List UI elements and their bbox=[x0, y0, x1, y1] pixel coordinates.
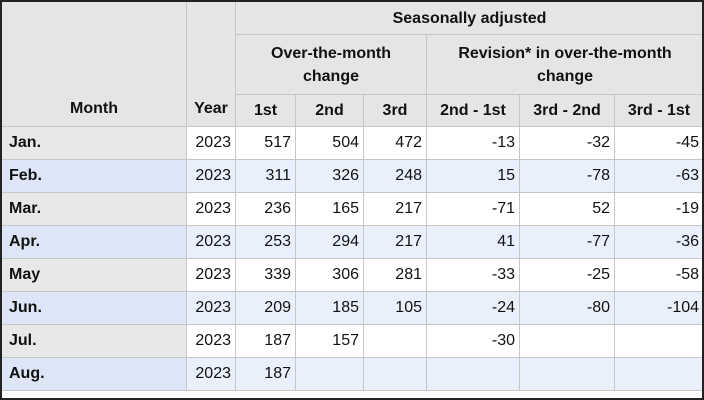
rev-2nd-1st-cell: 41 bbox=[426, 225, 520, 259]
year-cell: 2023 bbox=[186, 126, 236, 160]
table-row: Apr. 2023 253 294 217 41 -77 -36 bbox=[2, 225, 702, 259]
col-3rd-minus-2nd-header: 3rd - 2nd bbox=[519, 94, 615, 127]
month-cell: May bbox=[2, 258, 187, 292]
year-cell: 2023 bbox=[186, 324, 236, 358]
first-cell: 517 bbox=[235, 126, 296, 160]
first-cell: 339 bbox=[235, 258, 296, 292]
over-the-month-line2: change bbox=[302, 67, 359, 85]
rev-3rd-2nd-cell: -78 bbox=[519, 159, 615, 193]
third-cell: 248 bbox=[363, 159, 427, 193]
year-cell: 2023 bbox=[186, 159, 236, 193]
revision-line2: change bbox=[537, 67, 594, 85]
month-cell: Jan. bbox=[2, 126, 187, 160]
rev-3rd-1st-cell: -45 bbox=[613, 126, 702, 160]
month-cell: Feb. bbox=[2, 159, 187, 193]
second-cell: 294 bbox=[295, 225, 364, 259]
over-the-month-header: Over-the-month change bbox=[235, 34, 427, 95]
first-cell: 311 bbox=[235, 159, 296, 193]
rev-3rd-2nd-cell bbox=[519, 324, 615, 358]
rev-3rd-2nd-cell: -77 bbox=[519, 225, 615, 259]
year-cell: 2023 bbox=[186, 258, 236, 292]
year-cell: 2023 bbox=[186, 192, 236, 226]
rev-3rd-1st-cell bbox=[613, 324, 702, 358]
second-cell: 306 bbox=[295, 258, 364, 292]
table-row: Jan. 2023 517 504 472 -13 -32 -45 bbox=[2, 126, 702, 160]
rev-3rd-1st-cell: -19 bbox=[613, 192, 702, 226]
rev-3rd-1st-cell: -63 bbox=[613, 159, 702, 193]
month-cell: Apr. bbox=[2, 225, 187, 259]
year-cell: 2023 bbox=[186, 291, 236, 325]
year-header: Year bbox=[186, 2, 236, 127]
rev-3rd-1st-cell: -58 bbox=[613, 258, 702, 292]
col-2nd-header: 2nd bbox=[295, 94, 364, 127]
col-3rd-header: 3rd bbox=[363, 94, 427, 127]
rev-2nd-1st-cell: 15 bbox=[426, 159, 520, 193]
first-cell: 209 bbox=[235, 291, 296, 325]
rev-2nd-1st-cell: -13 bbox=[426, 126, 520, 160]
first-cell: 187 bbox=[235, 324, 296, 358]
table-row: May 2023 339 306 281 -33 -25 -58 bbox=[2, 258, 702, 292]
revision-header: Revision* in over-the-month change bbox=[425, 34, 702, 95]
first-cell: 253 bbox=[235, 225, 296, 259]
col-1st-header: 1st bbox=[235, 94, 296, 127]
rev-3rd-2nd-cell: 52 bbox=[519, 192, 615, 226]
revisions-table: Month Year Seasonally adjusted Over-the-… bbox=[2, 2, 702, 391]
rev-2nd-1st-cell: -33 bbox=[426, 258, 520, 292]
revision-line1: Revision* in over-the-month bbox=[458, 44, 672, 62]
second-cell: 165 bbox=[295, 192, 364, 226]
third-cell bbox=[363, 324, 427, 358]
rev-2nd-1st-cell: -24 bbox=[426, 291, 520, 325]
third-cell: 105 bbox=[363, 291, 427, 325]
second-cell: 157 bbox=[295, 324, 364, 358]
table-row: Aug. 2023 187 bbox=[2, 357, 702, 391]
rev-3rd-2nd-cell bbox=[519, 357, 615, 391]
second-cell: 185 bbox=[295, 291, 364, 325]
month-header: Month bbox=[2, 2, 187, 127]
table-row: Jul. 2023 187 157 -30 bbox=[2, 324, 702, 358]
month-cell: Mar. bbox=[2, 192, 187, 226]
rev-3rd-1st-cell: -36 bbox=[613, 225, 702, 259]
month-cell: Aug. bbox=[2, 357, 187, 391]
rev-3rd-2nd-cell: -25 bbox=[519, 258, 615, 292]
month-cell: Jul. bbox=[2, 324, 187, 358]
col-3rd-minus-1st-header: 3rd - 1st bbox=[613, 94, 702, 127]
col-2nd-minus-1st-header: 2nd - 1st bbox=[426, 94, 520, 127]
third-cell: 217 bbox=[363, 225, 427, 259]
rev-2nd-1st-cell bbox=[426, 357, 520, 391]
second-cell bbox=[295, 357, 364, 391]
table-row: Jun. 2023 209 185 105 -24 -80 -104 bbox=[2, 291, 702, 325]
rev-3rd-2nd-cell: -80 bbox=[519, 291, 615, 325]
third-cell: 217 bbox=[363, 192, 427, 226]
over-the-month-line1: Over-the-month bbox=[271, 44, 391, 62]
third-cell: 281 bbox=[363, 258, 427, 292]
rev-3rd-1st-cell bbox=[613, 357, 702, 391]
rev-3rd-2nd-cell: -32 bbox=[519, 126, 615, 160]
year-cell: 2023 bbox=[186, 225, 236, 259]
table-row: Feb. 2023 311 326 248 15 -78 -63 bbox=[2, 159, 702, 193]
table-row: Mar. 2023 236 165 217 -71 52 -19 bbox=[2, 192, 702, 226]
year-cell: 2023 bbox=[186, 357, 236, 391]
first-cell: 187 bbox=[235, 357, 296, 391]
third-cell: 472 bbox=[363, 126, 427, 160]
second-cell: 326 bbox=[295, 159, 364, 193]
first-cell: 236 bbox=[235, 192, 296, 226]
third-cell bbox=[363, 357, 427, 391]
rev-2nd-1st-cell: -30 bbox=[426, 324, 520, 358]
second-cell: 504 bbox=[295, 126, 364, 160]
rev-3rd-1st-cell: -104 bbox=[613, 291, 702, 325]
month-cell: Jun. bbox=[2, 291, 187, 325]
seasonally-adjusted-header: Seasonally adjusted bbox=[234, 2, 702, 35]
rev-2nd-1st-cell: -71 bbox=[426, 192, 520, 226]
